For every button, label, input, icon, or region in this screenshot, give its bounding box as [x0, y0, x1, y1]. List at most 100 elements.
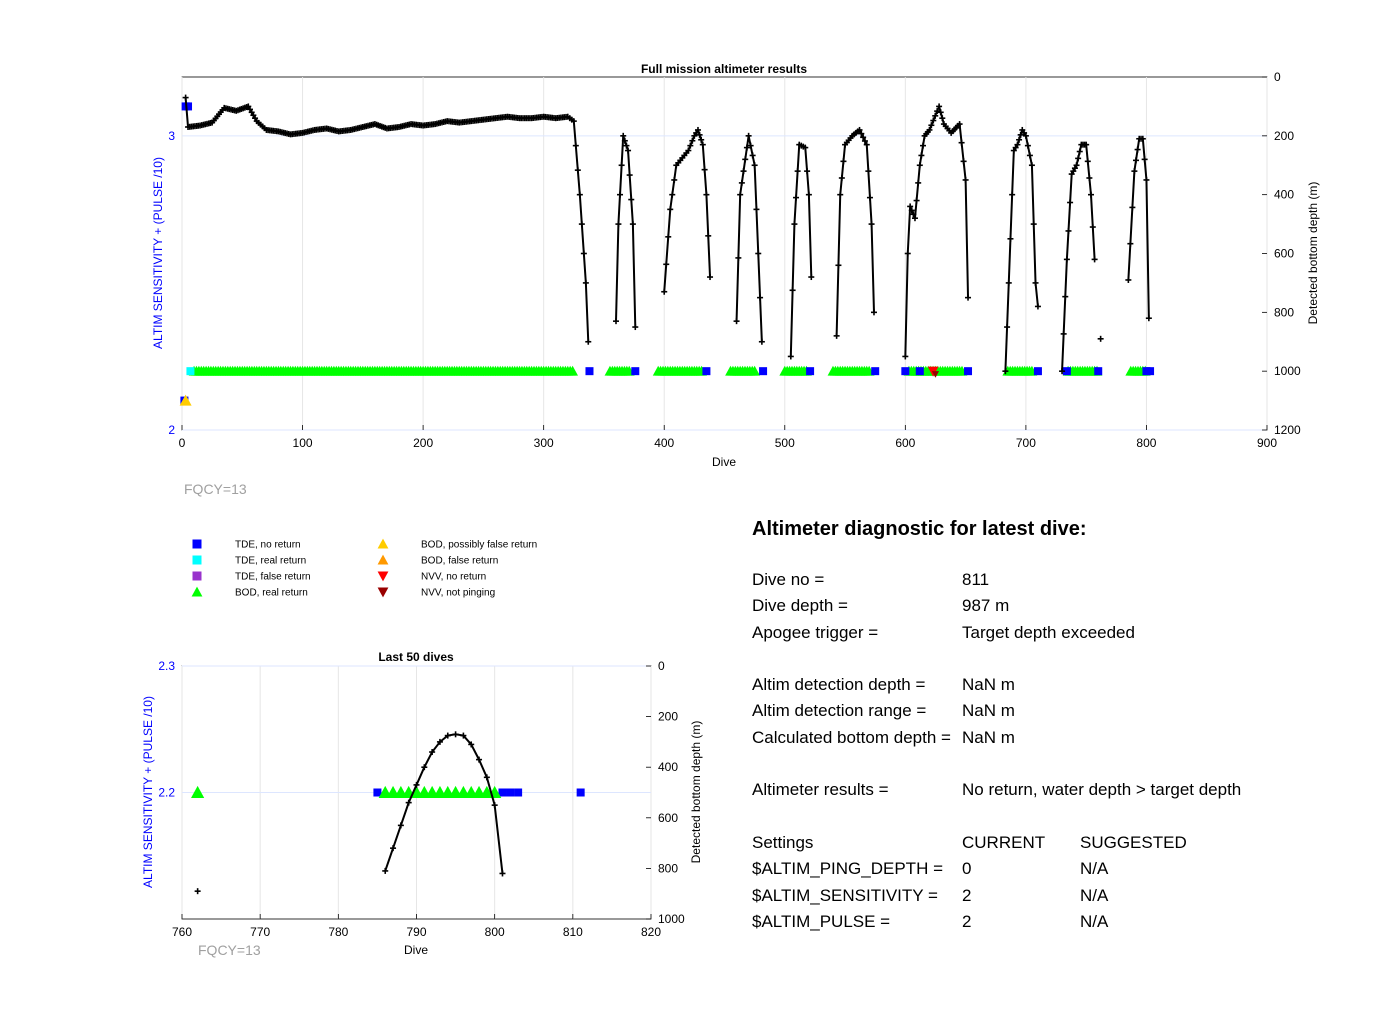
- top-fqcy-note: FQCY=13: [184, 481, 247, 497]
- depth-point: [1032, 279, 1039, 286]
- depth-point: [580, 250, 587, 257]
- depth-point: [483, 774, 490, 781]
- top-y-right-tick-label: 200: [1274, 129, 1294, 143]
- legend-item: TDE, false return: [192, 571, 311, 583]
- top-x-tick-label: 200: [413, 436, 433, 450]
- depth-point: [870, 309, 877, 316]
- depth-point: [618, 162, 625, 169]
- bottom-y-axis-label-right: Detected bottom depth (m): [689, 721, 703, 864]
- depth-point: [1065, 227, 1072, 234]
- depth-point: [758, 338, 765, 345]
- depth-point: [863, 141, 870, 148]
- depth-point: [665, 233, 672, 240]
- top-x-tick-label: 900: [1257, 436, 1277, 450]
- depth-outlier-point: [1097, 335, 1104, 342]
- pulse-current: 2: [962, 911, 972, 931]
- depth-point: [965, 294, 972, 301]
- depth-line: [1061, 143, 1096, 372]
- depth-point: [757, 294, 764, 301]
- depth-point: [1028, 162, 1035, 169]
- bottom-depth-series: [194, 731, 506, 895]
- tde-real-return-marker: [186, 367, 195, 376]
- depth-point: [858, 130, 865, 137]
- depth-point: [737, 191, 744, 198]
- depth-point: [629, 221, 636, 228]
- legend-item: TDE, real return: [192, 555, 306, 567]
- depth-point: [916, 162, 923, 169]
- top-depth-series: [182, 94, 1152, 375]
- dive-depth-value: 987 m: [962, 596, 1010, 616]
- top-y-right-tick-label: 1000: [1274, 364, 1301, 378]
- depth-point: [663, 261, 670, 268]
- depth-point: [397, 822, 404, 829]
- tde-no-return-marker: [702, 367, 711, 376]
- depth-point: [1076, 148, 1083, 155]
- depth-point: [632, 324, 639, 331]
- current-header: CURRENT: [962, 832, 1046, 852]
- legend-marker: [377, 538, 389, 549]
- ping-depth-label: $ALTIM_PING_DEPTH =: [752, 859, 943, 879]
- depth-point: [936, 103, 943, 110]
- tde-no-return-marker: [498, 788, 507, 797]
- depth-point: [1014, 141, 1021, 148]
- tde-no-return-marker: [576, 788, 585, 797]
- depth-point: [621, 137, 628, 144]
- full-mission-chart: Full mission altimeter results 0 100 200 30…: [151, 62, 1320, 497]
- top-y-right-tick-label: 1200: [1274, 423, 1301, 437]
- depth-point: [833, 332, 840, 339]
- calc-depth-value: NaN m: [962, 727, 1015, 747]
- bod-possibly-false-marker: [179, 394, 192, 406]
- legend-item: TDE, no return: [192, 539, 301, 551]
- depth-point: [791, 221, 798, 228]
- last-50-dives-chart: Last 50 dives 760 770 780 790 800 810 820 2.22…: [141, 650, 703, 958]
- legend-marker: [192, 555, 202, 565]
- legend-item: BOD, possibly false return: [377, 538, 537, 551]
- bottom-y-ticks-right: 0 200 400 600 800 1000: [646, 659, 685, 926]
- bod-real-return-marker: [191, 785, 205, 798]
- depth-point: [1062, 293, 1069, 300]
- depth-point: [1141, 156, 1148, 163]
- tde-no-return-marker: [585, 367, 594, 376]
- depth-point: [751, 162, 758, 169]
- depth-point: [1075, 155, 1082, 162]
- depth-point: [840, 158, 847, 165]
- depth-point: [1009, 191, 1016, 198]
- depth-point: [794, 168, 801, 175]
- depth-point: [1073, 162, 1080, 169]
- settings-header-row: Settings CURRENT SUGGESTED: [752, 830, 1372, 856]
- dive-depth-row: Dive depth = 987 m: [752, 593, 1372, 619]
- bottom-y-ticks-left: 2.2 2.3: [158, 659, 175, 800]
- depth-point: [928, 122, 935, 129]
- depth-point: [572, 142, 579, 149]
- depth-point: [452, 731, 459, 738]
- depth-point: [958, 139, 965, 146]
- depth-point: [804, 168, 811, 175]
- tde-no-return-marker: [506, 788, 515, 797]
- depth-point: [860, 134, 867, 141]
- det-depth-row: Altim detection depth = NaN m: [752, 672, 1372, 698]
- legend-marker: [191, 586, 203, 597]
- bottom-y-right-tick-label: 600: [658, 811, 678, 825]
- depth-point: [625, 147, 632, 154]
- tde-no-return-marker: [915, 367, 924, 376]
- legend-label: TDE, no return: [235, 540, 301, 551]
- depth-point: [735, 254, 742, 261]
- depth-point: [626, 172, 633, 179]
- legend: TDE, no return TDE, real return TDE, false…: [191, 538, 537, 599]
- depth-point: [620, 132, 627, 139]
- sensitivity-suggested: N/A: [1080, 885, 1109, 905]
- ping-depth-row: $ALTIM_PING_DEPTH = 0 N/A: [752, 856, 1372, 882]
- tde-no-return-marker: [1094, 367, 1103, 376]
- depth-point: [687, 142, 694, 149]
- depth-point: [937, 109, 944, 116]
- pulse-row: $ALTIM_PULSE = 2 N/A: [752, 909, 1372, 935]
- depth-point: [694, 126, 701, 133]
- calc-depth-label: Calculated bottom depth =: [752, 727, 951, 747]
- dive-no-label: Dive no =: [752, 570, 825, 589]
- top-y-ticks-left: 23: [168, 129, 175, 437]
- det-depth-label: Altim detection depth =: [752, 675, 926, 695]
- depth-point: [861, 137, 868, 144]
- depth-point: [856, 126, 863, 133]
- depth-point: [499, 870, 506, 877]
- top-x-tick-label: 700: [1016, 436, 1036, 450]
